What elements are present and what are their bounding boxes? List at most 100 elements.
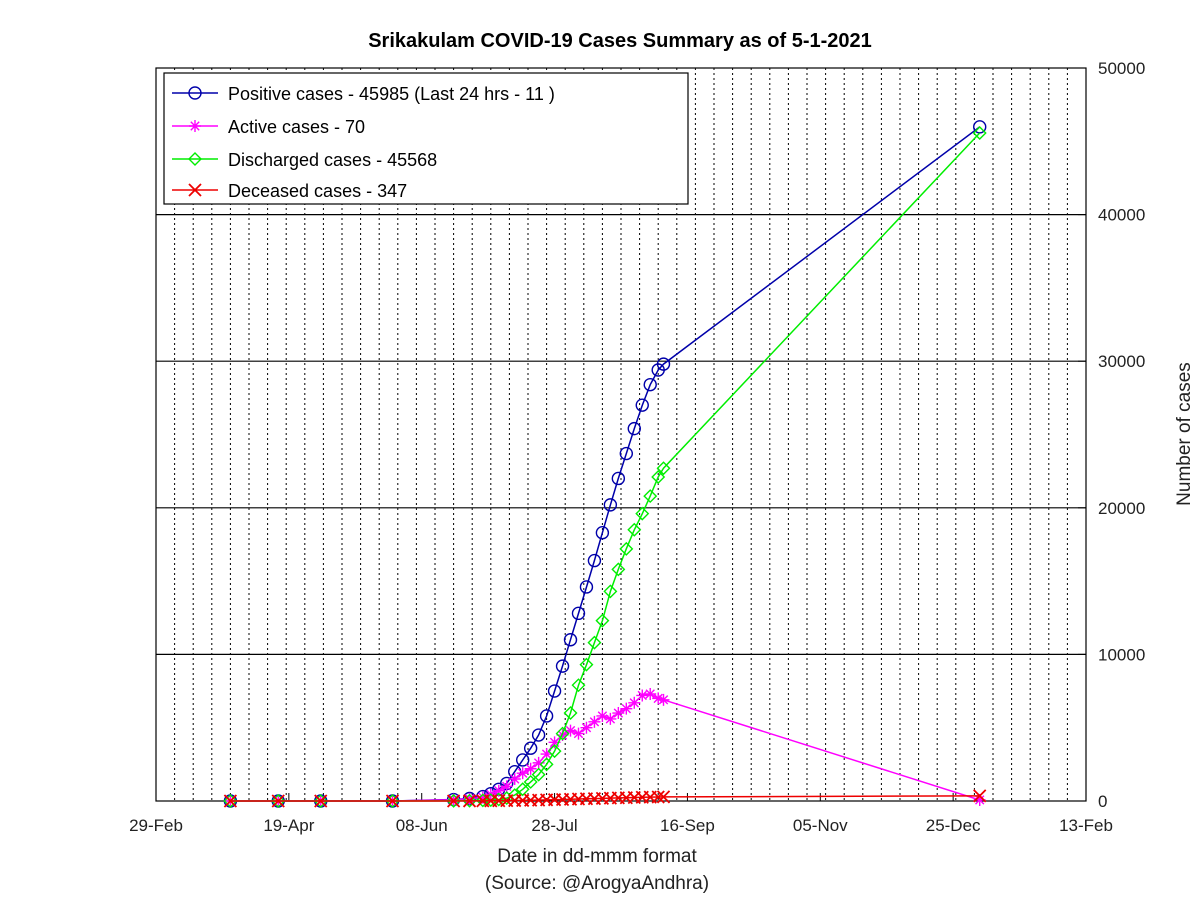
data-point: [540, 748, 553, 761]
grid-lines: [156, 68, 1086, 801]
legend-box: [163, 72, 689, 205]
legend-label: Discharged cases - 45568: [228, 150, 437, 170]
data-point: [656, 357, 671, 371]
data-point: [547, 744, 562, 759]
x-axis-source-label: (Source: @ArogyaAndhra): [485, 873, 709, 894]
data-point: [571, 678, 586, 693]
x-tick-label: 13-Feb: [1059, 816, 1113, 835]
data-point: [531, 728, 546, 742]
data-point: [564, 724, 577, 737]
data-point: [385, 794, 400, 808]
data-point: [635, 398, 649, 412]
data-point: [548, 736, 561, 749]
data-point: [596, 709, 609, 722]
data-point: [571, 606, 586, 621]
x-tick-label: 25-Dec: [926, 816, 981, 835]
y-tick-label: 20000: [1098, 499, 1145, 518]
y-tick-label: 30000: [1098, 352, 1145, 371]
data-point: [508, 773, 521, 786]
x-tick-label: 19-Apr: [263, 816, 314, 835]
data-point: [223, 794, 238, 808]
data-point: [532, 756, 545, 769]
data-point: [313, 794, 328, 808]
data-point: [579, 657, 594, 672]
data-point: [531, 767, 546, 782]
data-point: [492, 784, 505, 797]
data-point: [463, 792, 476, 805]
legend-marker: [189, 120, 201, 132]
data-point: [636, 689, 649, 702]
x-tick-label: 05-Nov: [793, 816, 848, 835]
data-point: [579, 580, 594, 594]
data-point: [563, 633, 578, 647]
data-point: [656, 790, 671, 804]
data-point: [516, 767, 529, 780]
chart-title: Srikakulam COVID-19 Cases Summary as of …: [368, 30, 872, 52]
data-point: [611, 471, 626, 486]
y-tick-label: 10000: [1098, 645, 1145, 664]
data-point: [223, 794, 238, 808]
data-point: [515, 753, 530, 767]
data-point: [588, 715, 601, 728]
data-point: [595, 613, 610, 628]
legend-marker: [188, 152, 202, 166]
data-point: [555, 726, 570, 741]
data-point: [651, 790, 665, 804]
data-point: [620, 702, 633, 715]
data-point: [523, 741, 538, 755]
data-point: [656, 461, 671, 476]
data-point: [271, 794, 285, 808]
legend-item: Positive cases - 45985 (Last 24 hrs - 11…: [172, 84, 555, 104]
data-point: [587, 553, 602, 568]
x-tick-label: 16-Sep: [660, 816, 715, 835]
data-point: [385, 794, 400, 808]
x-axis-label: Date in dd-mmm format: [497, 846, 697, 867]
legend-marker: [188, 86, 202, 100]
data-point: [627, 522, 642, 537]
legend-label: Active cases - 70: [228, 117, 365, 137]
legend-label: Deceased cases - 347: [228, 181, 407, 201]
data-point: [572, 727, 585, 740]
data-point: [644, 687, 657, 700]
legend-item: Deceased cases - 347: [172, 181, 407, 201]
data-point: [476, 791, 489, 804]
y-axis-label: Number of cases: [1174, 362, 1195, 506]
data-point: [447, 793, 460, 806]
data-point: [580, 721, 593, 734]
data-point: [972, 125, 987, 140]
data-point: [547, 684, 562, 698]
legend-item: Active cases - 70: [172, 117, 365, 137]
data-point: [604, 712, 617, 725]
data-point: [973, 789, 987, 803]
x-tick-label: 29-Feb: [129, 816, 183, 835]
series-group: [223, 120, 987, 808]
data-point: [271, 794, 286, 808]
data-point: [603, 584, 618, 599]
data-point: [652, 692, 665, 705]
data-point: [619, 446, 634, 461]
data-point: [446, 794, 461, 808]
data-point: [627, 421, 641, 436]
data-point: [523, 774, 538, 789]
y-axis: 0 10000 20000 30000 40000 50000: [1078, 59, 1145, 811]
data-point: [643, 377, 657, 392]
data-point: [603, 498, 618, 512]
series-3: [223, 789, 987, 808]
data-point: [555, 659, 570, 673]
legend: Positive cases - 45985 (Last 24 hrs - 11…: [163, 72, 689, 205]
data-point: [515, 782, 530, 797]
x-tick-label: 28-Jul: [531, 816, 577, 835]
data-point: [635, 506, 650, 521]
data-point: [657, 693, 670, 706]
legend-item: Discharged cases - 45568: [172, 150, 437, 170]
x-tick-label: 08-Jun: [396, 816, 448, 835]
data-point: [611, 562, 626, 577]
data-point: [587, 635, 602, 650]
data-point: [643, 489, 658, 504]
data-point: [446, 793, 461, 808]
data-point: [539, 709, 554, 723]
y-tick-label: 40000: [1098, 206, 1145, 225]
data-point: [973, 120, 987, 134]
legend-label: Positive cases - 45985 (Last 24 hrs - 11…: [228, 84, 555, 104]
